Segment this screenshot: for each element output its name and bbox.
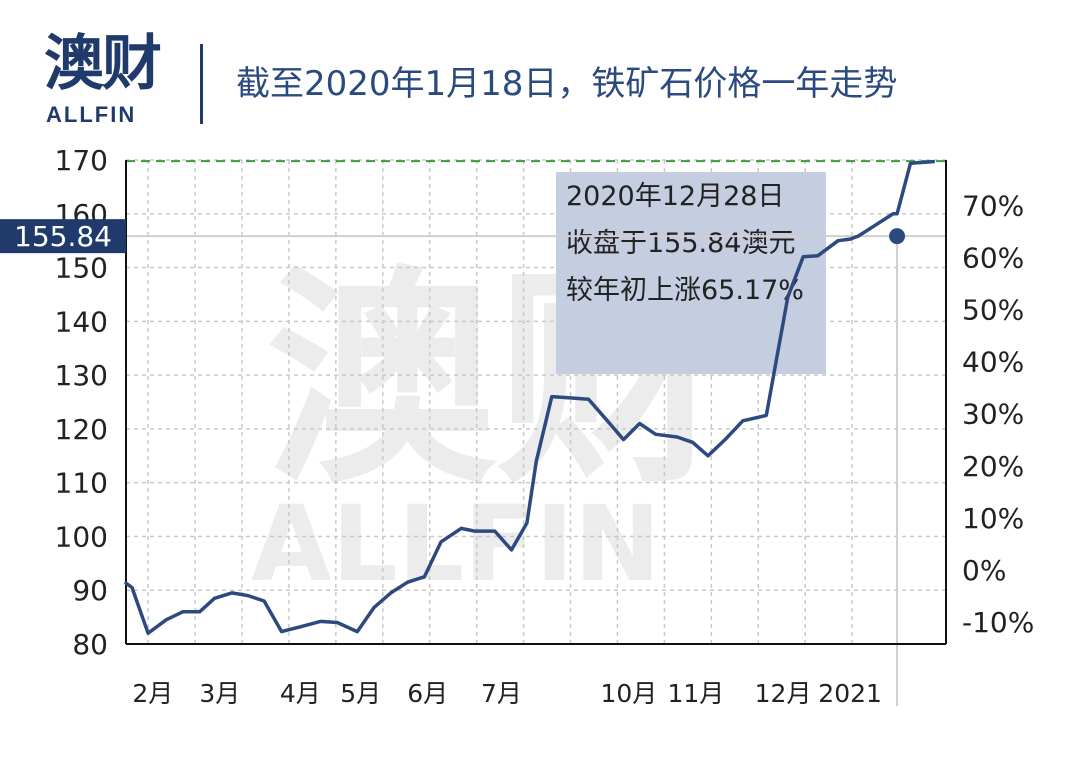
chart-title: 截至2020年1月18日，铁矿石价格一年走势	[236, 64, 898, 104]
x-tick-label: 5月	[340, 679, 381, 708]
y-tick-label: 110	[55, 467, 108, 500]
x-tick-label: 7月	[481, 679, 522, 708]
current-value-badge	[0, 219, 126, 254]
annotation-line: 收盘于155.84澳元	[566, 228, 795, 259]
highlight-point	[889, 228, 906, 245]
x-tick-label: 2021	[818, 679, 882, 708]
y-tick-label: 130	[55, 359, 108, 392]
y2-tick-label: 70%	[962, 189, 1024, 222]
series-line	[124, 159, 936, 635]
header-divider	[200, 44, 203, 124]
x-tick-label: 11月	[668, 679, 725, 708]
x-tick-label: 3月	[199, 679, 240, 708]
current-value-label: 155.84	[14, 220, 112, 253]
y2-tick-label: 30%	[962, 398, 1024, 431]
y2-tick-label: -10%	[962, 606, 1034, 639]
y2-tick-label: 0%	[962, 554, 1006, 587]
y2-tick-label: 50%	[962, 294, 1024, 327]
x-tick-label: 12月	[755, 679, 812, 708]
x-tick-label: 10月	[600, 679, 657, 708]
x-tick-label: 4月	[280, 679, 321, 708]
y-tick-label: 150	[55, 252, 108, 285]
y-tick-label: 140	[55, 305, 108, 338]
y-tick-label: 100	[55, 520, 108, 553]
header: 澳财 ALLFIN 截至2020年1月18日，铁矿石价格一年走势	[0, 0, 1080, 140]
y-tick-label: 120	[55, 413, 108, 446]
y-tick-label: 80	[72, 628, 108, 661]
y2-tick-label: 20%	[962, 450, 1024, 483]
watermark-en: ALLFIN	[251, 483, 661, 605]
y2-tick-label: 40%	[962, 346, 1024, 379]
y-tick-label: 90	[72, 574, 108, 607]
logo-wordmark-cn: 澳财	[44, 29, 162, 99]
y-tick-label: 170	[55, 144, 108, 177]
x-tick-label: 6月	[407, 679, 448, 708]
y2-tick-label: 60%	[962, 241, 1024, 274]
y2-tick-label: 10%	[962, 502, 1024, 535]
logo-wordmark-en: ALLFIN	[46, 102, 137, 127]
x-tick-label: 2月	[132, 679, 173, 708]
annotation-line: 2020年12月28日	[566, 181, 784, 212]
annotation-line: 较年初上涨65.17%	[566, 275, 804, 306]
